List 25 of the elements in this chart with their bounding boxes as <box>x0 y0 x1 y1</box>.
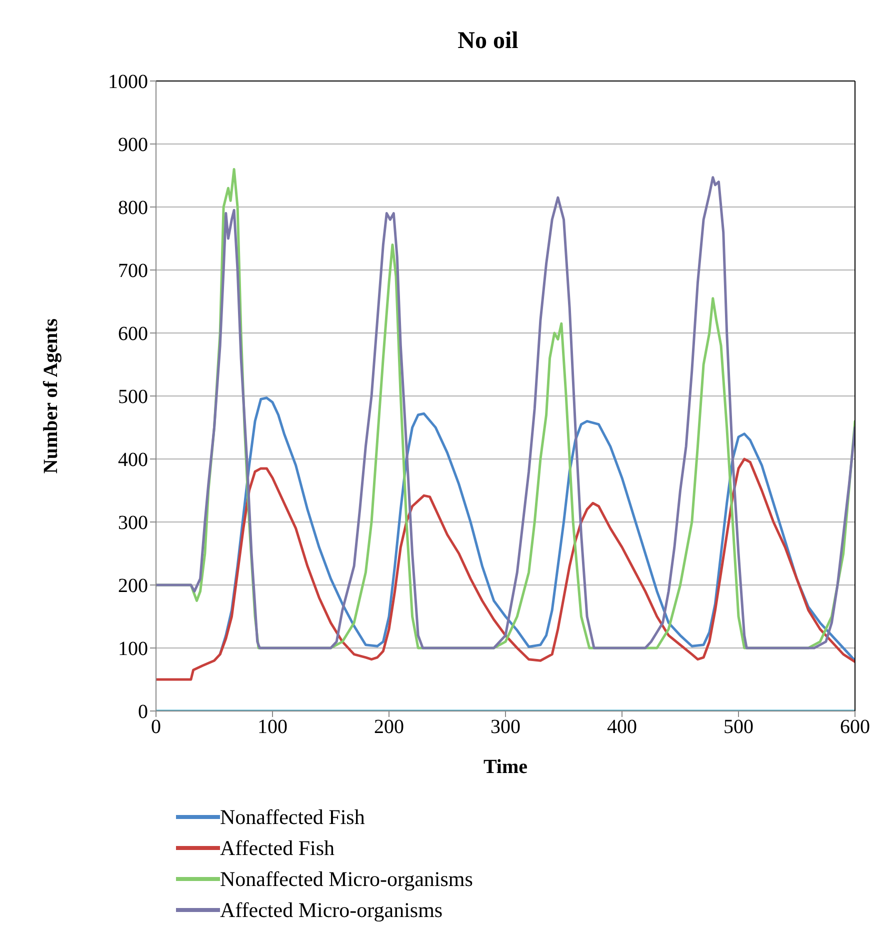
line-series <box>156 458 855 681</box>
y-axis-title: Number of Agents <box>40 318 62 474</box>
x-tick-label: 600 <box>840 716 870 738</box>
y-tick-label: 700 <box>118 260 148 282</box>
y-tick-label: 300 <box>118 512 148 534</box>
legend-label: Affected Fish <box>220 836 335 860</box>
y-tick-label: 500 <box>118 386 148 408</box>
y-tick-label: 0 <box>138 701 148 724</box>
y-tick-label: 800 <box>118 197 148 220</box>
y-tick-label: 200 <box>118 575 148 598</box>
legend-label: Nonaffected Micro-organisms <box>220 866 473 890</box>
y-tick-label: 600 <box>118 323 148 346</box>
y-tick-label: 900 <box>118 134 148 156</box>
x-tick-label: 100 <box>258 716 288 738</box>
x-axis-title: Time <box>483 756 528 778</box>
y-tick-label: 100 <box>118 638 148 660</box>
x-tick-label: 200 <box>374 716 404 738</box>
x-tick-label: 500 <box>724 716 754 738</box>
x-tick-label: 300 <box>490 716 520 738</box>
chart-title: No oil <box>456 27 520 55</box>
legend-label: Affected Micro-organisms <box>220 898 443 922</box>
y-tick-label: 1000 <box>108 71 148 94</box>
legend-label: Nonaffected Fish <box>220 804 365 828</box>
y-tick-label: 400 <box>118 449 148 472</box>
x-tick-label: 400 <box>607 716 637 738</box>
